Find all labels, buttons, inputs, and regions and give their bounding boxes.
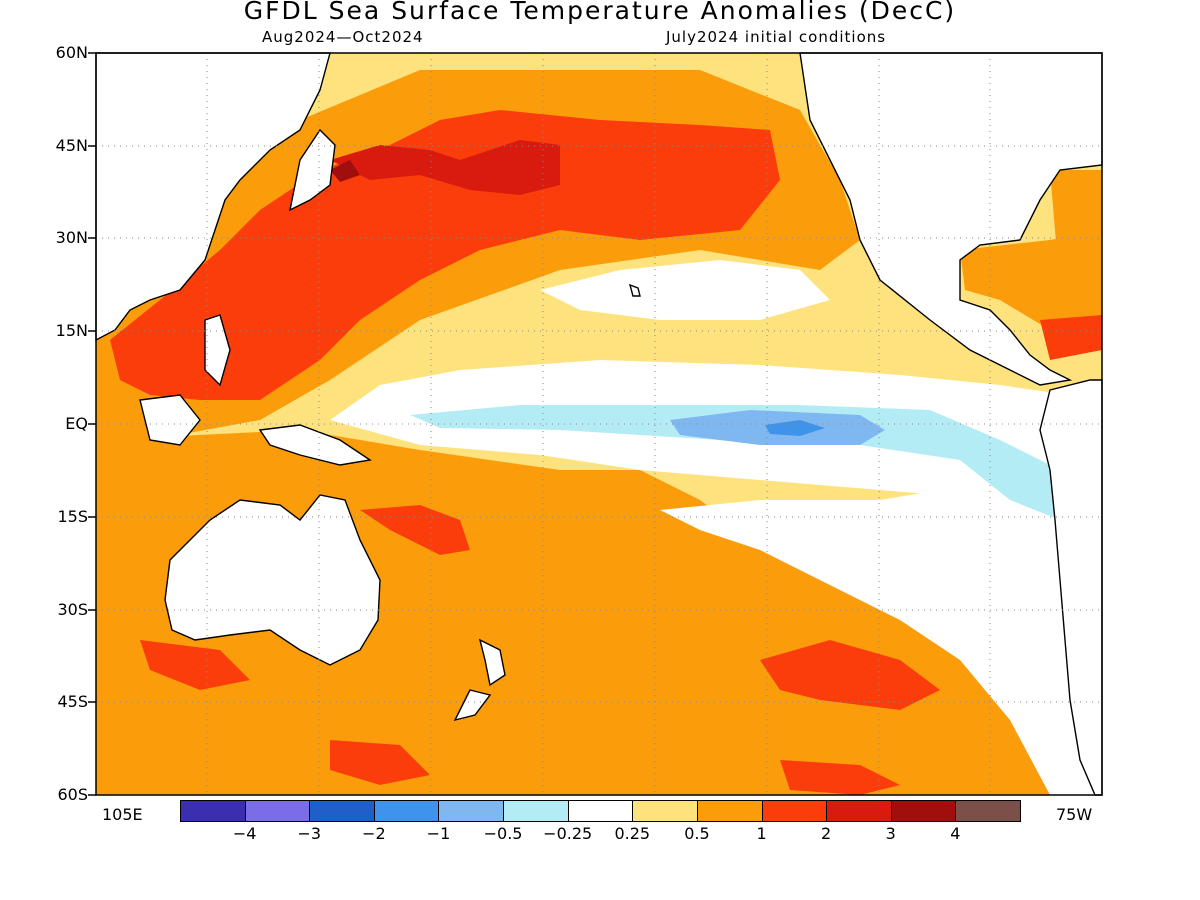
lat-label-15n: 15N [55,321,88,340]
anomaly-region-north-dark [330,140,560,195]
anomaly-region-south-red-2 [760,640,940,710]
colorbar-swatch [826,800,892,822]
colorbar-label: −0.25 [543,824,593,843]
lon-label-east: 75W [1056,805,1093,824]
anomaly-region-south-red-4 [330,740,430,785]
lat-label-15s: 15S [57,507,88,526]
colorbar-swatch [309,800,375,822]
colorbar-swatch [696,800,763,822]
anomaly-region-caribbean-red [1040,315,1102,360]
colorbar-label: −2 [362,824,386,843]
colorbar-label: 1 [756,824,767,843]
lat-ticks [88,52,96,796]
anomaly-region-north-darkest [330,160,360,182]
gridlines [96,53,1102,795]
colorbar-swatch [438,800,505,822]
anomaly-region-south-red-5 [780,760,900,795]
land-hawaii [628,283,641,297]
colorbar-swatch [180,800,246,822]
colorbar-label: 4 [950,824,961,843]
anomaly-region-west-pacific-red [110,110,780,400]
land-philippines [204,314,231,387]
land-new-guinea [258,424,372,466]
colorbar-label: −1 [426,824,451,843]
colorbar-swatch [567,800,634,822]
colorbar-swatch [373,800,440,822]
colorbar [180,800,1021,822]
anomaly-region-south-red-1 [360,505,470,555]
land-japan [289,128,336,212]
lat-label-45n: 45N [55,136,88,155]
colorbar-label: 3 [885,824,896,843]
colorbar-swatch [890,800,957,822]
land-australia [164,494,381,666]
forecast-period: Aug2024—Oct2024 [262,28,424,46]
lat-label-eq: EQ [65,414,88,433]
anomaly-region-south-red-3 [140,640,250,690]
colorbar-swatch [632,800,698,822]
colorbar-swatch [244,800,311,822]
continents [95,52,1103,796]
colorbar-label: −4 [232,824,257,843]
lon-label-west: 105E [102,805,143,824]
colorbar-swatch [761,800,828,822]
map-frame [95,52,1103,796]
land-new-zealand-n [478,638,506,687]
colorbar-label: 0.25 [614,824,651,843]
land-new-zealand-s [453,689,492,722]
land-asia [95,52,331,342]
anomaly-region-atlantic [1050,170,1102,300]
colorbar-label: 2 [821,824,832,843]
initial-conditions: July2024 initial conditions [666,28,887,46]
lat-label-30n: 30N [55,228,88,247]
lat-label-45s: 45S [57,692,88,711]
anomaly-region-se-neutral [660,470,1102,795]
colorbar-label: −0.5 [483,824,523,843]
land-north-america [799,52,1103,386]
land-borneo [139,394,201,446]
colorbar-label: −3 [297,824,322,843]
colorbar-swatch [955,800,1021,822]
anomaly-region-cool-tongue [410,405,1060,520]
map-title: GFDL Sea Surface Temperature Anomalies (… [243,0,957,25]
colorbar-swatch [503,800,569,822]
anomaly-region-north-neutral [540,260,830,320]
lat-label-60s: 60S [57,785,88,804]
lat-label-30s: 30S [57,600,88,619]
lat-label-60n: 60N [55,43,88,62]
colorbar-label: 0.5 [684,824,710,843]
